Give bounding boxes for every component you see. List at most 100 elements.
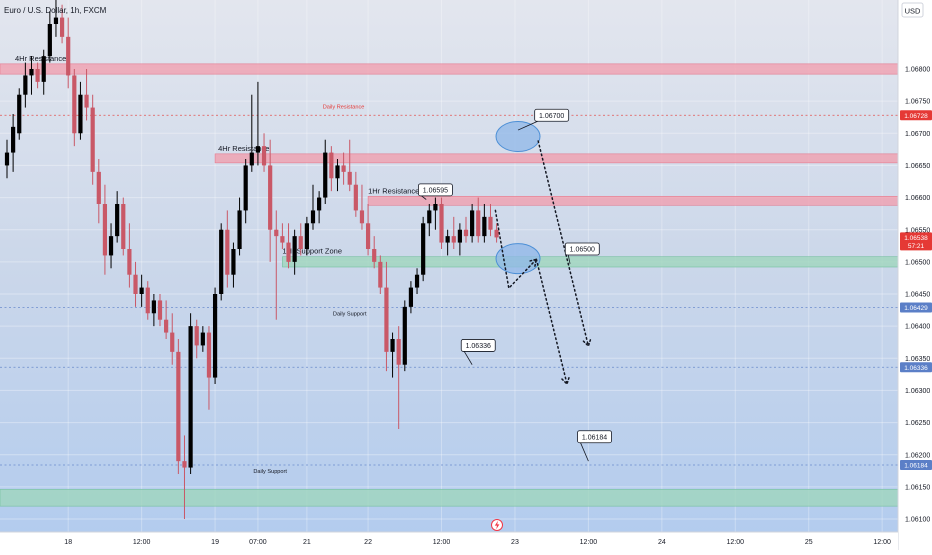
price-tag-label: 1.06429 [904,305,928,312]
candle-body [231,249,236,275]
candle-bear [463,216,469,243]
price-tag-label: 1.06538 [904,235,928,242]
resistance-zone [0,63,899,75]
candle-body [359,210,365,224]
candle-bear [176,339,181,474]
projection-path [494,209,538,290]
time-tick-label: 18 [64,539,72,546]
candle-bear [347,139,352,192]
price-tag-bg [900,110,932,121]
price-tag: 1.06336 [900,362,932,373]
candle-bull [255,81,261,166]
callout-pointer [517,120,538,131]
candle-bull [421,216,426,282]
chart-title: Euro / U.S. Dollar, 1h, FXCM [4,6,107,15]
lightning-icon[interactable] [491,519,503,531]
candle-body [127,249,132,275]
callout-box [577,430,612,444]
price-tick-label: 1.06500 [905,259,930,266]
time-tick-label: 12:00 [727,539,745,546]
candle-body [323,152,328,198]
price-tag-bg [900,232,932,251]
price-tick-label: 1.06750 [905,99,930,106]
price-tick-label: 1.06700 [905,131,930,138]
currency-button[interactable] [901,2,924,18]
price-axis[interactable] [898,0,932,550]
candle-bull [29,56,34,95]
candle-body [90,107,95,172]
candle-bull [53,0,59,37]
candle-body [494,229,499,238]
price-tick-label: 1.06800 [905,67,930,74]
candle-bull [151,294,156,327]
candle-body [96,171,101,204]
candle-bear [268,139,273,262]
price-tick-label: 1.06400 [905,324,930,331]
zone-label: 4Hr Resistance [218,144,269,153]
candle-body [249,152,254,166]
candle-body [176,351,181,462]
time-tick-label: 07:00 [249,539,267,546]
candle-body [194,326,199,346]
candle-body [255,146,261,153]
callouts: 1.06700 1.06595 1.06500 1.06336 1.06184 [417,108,612,462]
candle-body [29,69,34,76]
candle-bear [102,184,108,275]
time-tick-label: 12:00 [433,539,451,546]
candle-bear [66,17,71,89]
callout-box [417,183,453,197]
candle-body [219,229,224,294]
candle-bear [121,197,126,256]
projection-arrowhead [528,258,538,267]
candle-body [78,94,83,134]
price-axis-labels: 1.06800 1.06750 1.06700 1.06650 1.06600 1.065… [905,67,930,524]
price-tag-label: 1.06184 [904,463,928,470]
time-tick-label: 22 [364,539,372,546]
candle-bull [78,81,83,140]
candle-bear [286,223,291,269]
candle-bear [372,236,377,269]
callout-pointer [580,442,589,462]
candle-bull [433,197,438,230]
candle-bear [206,326,212,410]
candle-bear [35,62,40,89]
candle-bull [47,11,52,63]
price-tag: 1.06184 [900,460,932,470]
price-tick-label: 1.06150 [905,484,930,491]
price-tick-label: 1.06350 [905,356,930,363]
zone-label: 1Hr Resistance [368,186,419,195]
candle-bear [476,197,481,243]
price-callout: 1.06184 [577,430,612,462]
candle-body [310,210,316,224]
candle-body [304,223,309,249]
support-zone [0,489,899,507]
target-ellipse [495,243,541,275]
candle-body [286,242,291,262]
candle-body [261,146,267,166]
candle-body [317,197,322,211]
candle-bear [384,261,389,372]
time-axis[interactable] [0,532,898,550]
candle-bear [164,300,169,339]
candle-bull [188,313,193,474]
candle-body [451,236,456,243]
candle-bear [157,294,163,327]
candle-bull [304,216,309,256]
price-tag-bg [900,460,932,470]
drawings [494,121,592,386]
candle-body [212,294,218,378]
candle-body [433,204,438,211]
resistance-zone [214,153,899,164]
level-label: Daily Resistance [323,104,365,110]
candle-bull [292,229,297,275]
candle-bull [390,332,395,378]
candle-body [427,210,432,224]
candle-body [390,339,395,352]
price-tag-label: 1.06728 [904,113,928,120]
candle-bear [488,204,493,237]
price-tick-label: 1.06450 [905,292,930,299]
callout-label: 1.06184 [582,434,607,441]
candle-bull [470,204,475,243]
candle-bull [408,281,414,314]
